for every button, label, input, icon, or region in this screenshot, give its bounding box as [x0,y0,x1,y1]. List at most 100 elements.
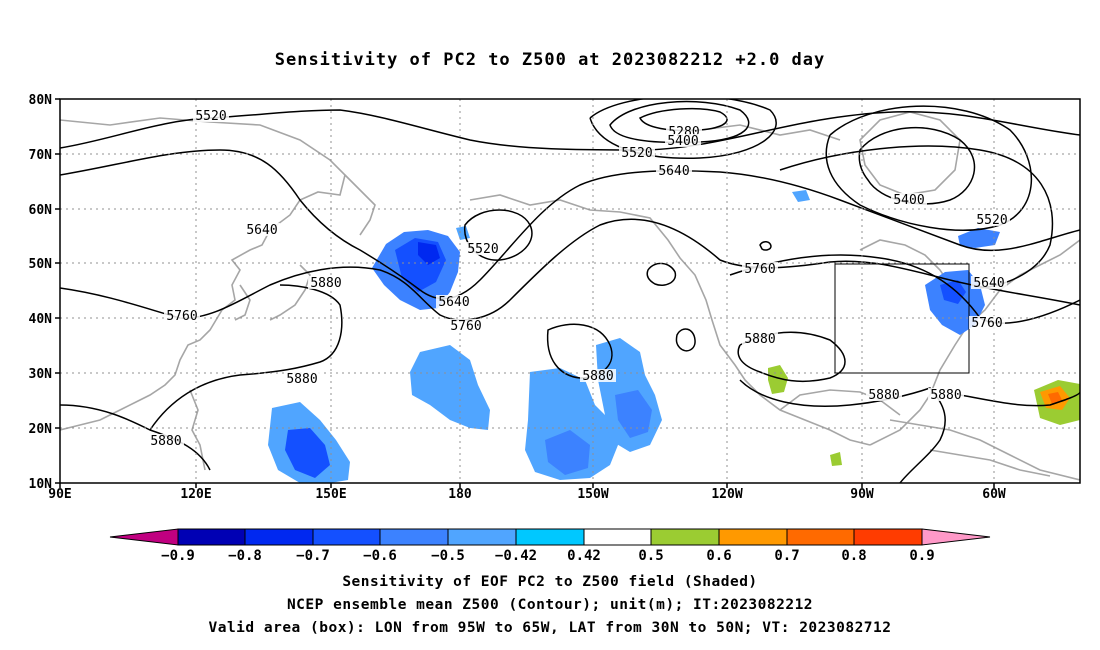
contour-label-bg [580,369,616,382]
contour-label: 5760 [166,309,197,324]
contour-5640-west [60,149,1080,300]
colorbar-tick-label: −0.6 [363,548,397,564]
contour-label-bg [193,109,229,122]
contour-label-bg [656,164,692,177]
coast-hudson [859,239,951,286]
colorbar-segment [650,528,720,546]
lat-tick-label: 70N [29,148,53,163]
contour-label: 5880 [930,388,961,403]
coast-kamchatka [344,174,376,236]
colorbar-segment [515,528,585,546]
colorbar-tick-label: 0.5 [638,548,663,564]
contour-label: 5760 [744,262,775,277]
shade-blob-small-3 [830,452,842,466]
lat-tick-label: 20N [29,422,53,437]
contour-5640-east [779,145,1054,289]
contour-label: 5520 [976,213,1007,228]
map-title: Sensitivity of PC2 to Z500 at 2023082212… [274,50,826,70]
lon-tick-label: 180 [448,487,472,502]
contour-label-bg [971,276,1007,289]
contour-label: 5400 [893,193,924,208]
colorbar-tick-label: 0.7 [774,548,799,564]
contour-label-bg [742,262,778,275]
coast-gulf [779,389,901,416]
contour-5760-east [729,254,1080,324]
lat-tick-label: 50N [29,257,53,272]
coast-philippines [189,389,206,471]
contour-label-bg [619,146,655,159]
contour-label: 5640 [973,276,1004,291]
colorbar-segment [177,528,246,546]
colorbar-tick-label: 0.8 [841,548,866,564]
contour-5880-west [60,284,343,471]
contour-label-bg [891,193,927,206]
contour-label-bg [448,319,484,332]
colorbar-tick-label: 0.6 [706,548,731,564]
caption-line-2: NCEP ensemble mean Z500 (Contour); unit(… [286,597,814,613]
colorbar-tick-label: −0.7 [296,548,330,564]
contour-label: 5520 [467,242,498,257]
sensitivity-shading [268,190,1080,483]
coast-alaska [469,194,871,446]
contour-5880-east [737,331,846,383]
contour-label-bg [148,434,184,447]
contour-loop-canada-small [759,241,772,251]
colorbar-segment [786,528,855,546]
contour-label-bg [284,372,320,385]
contour-label: 5760 [971,316,1002,331]
shade-blob-mid-pacific [410,345,490,430]
lon-tick-label: 60W [982,487,1006,502]
contour-label: 5880 [582,369,613,384]
shade-blob-nw-pacific-dark [418,242,440,265]
contour-label: 5880 [310,276,341,291]
shade-blob-small-2 [456,226,470,240]
contour-5400-low [609,100,750,144]
coast-arctic-islands [699,124,841,141]
colorbar-segment [379,528,449,546]
colorbar-segment [244,528,314,546]
contour-label: 5400 [667,134,698,149]
colorbar-tick-label: 0.42 [567,548,601,564]
colorbar-tick-label: 0.9 [909,548,934,564]
contour-label-bg [244,223,280,236]
contour-label-bg [969,316,1005,329]
lon-tick-label: 90E [48,487,71,502]
contour-label: 5880 [150,434,181,449]
shade-blob-positive-mexico [768,365,788,394]
coast-south-america [929,449,1051,477]
contour-label: 5880 [286,372,317,387]
lat-tick-label: 60N [29,203,53,218]
map-border [59,98,1081,484]
colorbar-segment [853,528,923,546]
lat-tick-label: 30N [29,367,53,382]
contour-label-bg [465,242,501,255]
contour-loop-pacific-small [675,328,696,352]
colorbar-segment [718,528,788,546]
z500-contours [60,99,1080,483]
colorbar-segment [447,528,517,546]
contour-label: 5880 [868,388,899,403]
coast-japan [269,264,311,321]
shade-blob-ne-pacific-core [545,430,590,475]
contour-label: 5880 [744,332,775,347]
contour-label-bg [308,276,344,289]
contour-label: 5520 [195,109,226,124]
contour-label: 5760 [450,319,481,334]
lon-tick-label: 90W [850,487,874,502]
shade-blob-labrador [958,228,1000,248]
lat-tick-label: 80N [29,93,53,108]
caption-line-3: Valid area (box): LON from 95W to 65W, L… [208,620,892,636]
shade-blob-ne-pacific-b-core [615,390,652,438]
caption-line-1: Sensitivity of EOF PC2 to Z500 field (Sh… [342,574,758,590]
contour-label-bg [928,388,964,401]
lat-lon-grid [60,99,1080,483]
lon-tick-label: 120W [711,487,742,502]
contour-5880-atl [959,391,1080,407]
shade-blob-w-pacific-core [285,428,330,478]
lat-tick-label: 10N [29,477,53,492]
shade-blob-small-1 [792,190,810,202]
contour-5760-west [60,218,1080,321]
contour-label-bg [742,332,778,345]
